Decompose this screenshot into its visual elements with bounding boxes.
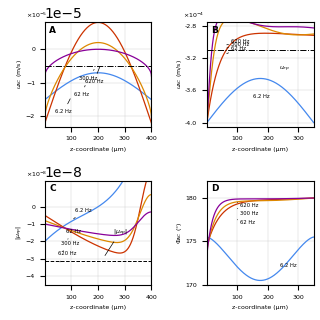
Text: 300 Hz: 300 Hz	[237, 208, 259, 216]
Text: 62 Hz: 62 Hz	[237, 220, 255, 225]
X-axis label: z-coordinate (μm): z-coordinate (μm)	[70, 305, 126, 310]
Y-axis label: $u_{AC}$ (m/s): $u_{AC}$ (m/s)	[15, 60, 24, 89]
Text: B: B	[211, 26, 218, 35]
Text: $|\mu_{ep}|$: $|\mu_{ep}|$	[105, 227, 128, 256]
Text: 6.2 Hz: 6.2 Hz	[55, 99, 72, 114]
Text: 620 Hz: 620 Hz	[58, 251, 76, 262]
Text: 6.2 Hz: 6.2 Hz	[74, 208, 92, 219]
Y-axis label: $u_{AC}$ (m/s): $u_{AC}$ (m/s)	[175, 60, 184, 89]
Text: 6.2 Hz: 6.2 Hz	[280, 263, 297, 268]
Text: $\times10^{-8}$: $\times10^{-8}$	[26, 169, 47, 179]
Y-axis label: $|\mu_{ep}|$: $|\mu_{ep}|$	[15, 225, 24, 240]
X-axis label: z-coordinate (μm): z-coordinate (μm)	[232, 147, 288, 152]
Text: 300 Hz: 300 Hz	[79, 69, 98, 81]
Text: 62 Hz: 62 Hz	[74, 85, 89, 97]
Text: $\times10^{-5}$: $\times10^{-5}$	[26, 11, 47, 20]
X-axis label: z-coordinate (μm): z-coordinate (μm)	[232, 305, 288, 310]
Text: 620 Hz: 620 Hz	[237, 202, 259, 208]
Text: C: C	[49, 184, 56, 193]
Text: D: D	[211, 184, 219, 193]
Text: 620 Hz: 620 Hz	[85, 67, 103, 84]
Text: $\times10^{-4}$: $\times10^{-4}$	[183, 11, 205, 20]
Text: A: A	[49, 26, 56, 35]
X-axis label: z-coordinate (μm): z-coordinate (μm)	[70, 147, 126, 152]
Text: 620 Hz: 620 Hz	[227, 39, 250, 45]
Text: 62 Hz: 62 Hz	[227, 46, 246, 54]
Text: 62 Hz: 62 Hz	[66, 229, 81, 239]
Text: 300 Hz: 300 Hz	[227, 43, 250, 48]
Y-axis label: $\Phi_{AC}$ (°): $\Phi_{AC}$ (°)	[175, 221, 184, 244]
Text: 6.2 Hz: 6.2 Hz	[253, 94, 269, 100]
Text: $u_{ep}$: $u_{ep}$	[279, 65, 291, 74]
Text: 300 Hz: 300 Hz	[61, 241, 79, 252]
